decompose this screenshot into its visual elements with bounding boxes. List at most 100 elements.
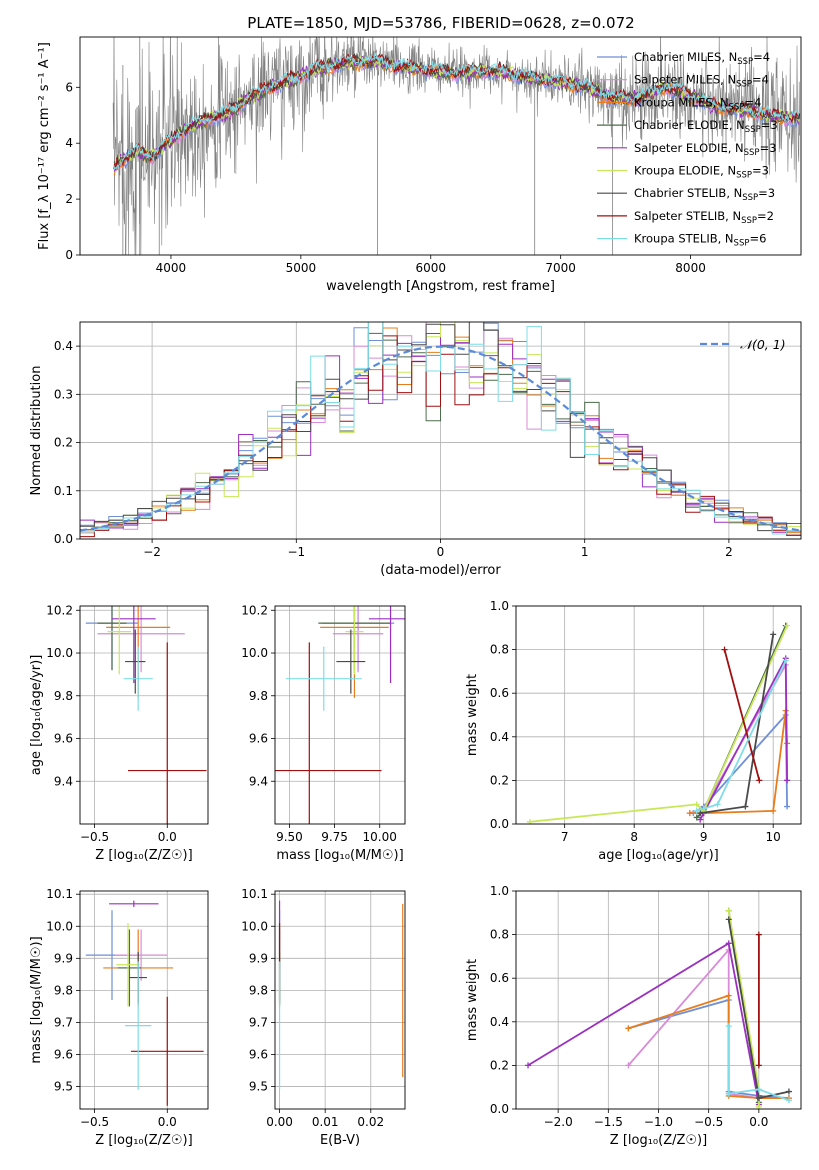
weight-marker: [782, 657, 789, 664]
x-tick-label: 4000: [156, 261, 187, 275]
weight-marker: [756, 777, 763, 784]
weight-marker: [725, 1090, 732, 1097]
weight-marker: [755, 1095, 762, 1102]
weight-marker: [725, 940, 732, 947]
y-axis-label: age [log₁₀(age/yr)]: [29, 655, 44, 776]
y-tick-label: 0.0: [490, 1102, 509, 1116]
y-tick-label: 9.8: [249, 983, 268, 997]
weight-line: [700, 634, 775, 814]
chart-residuals: −2 −1 0 1 2 0.0 0.1 0.2 0.3 0.4 (data-model)/error…: [29, 321, 802, 578]
y-tick-label: 9.6: [249, 1048, 268, 1062]
y-tick-label: 9.9: [54, 951, 73, 965]
y-tick-label: 0.2: [54, 436, 73, 450]
y-tick-label: 9.8: [249, 689, 268, 703]
legend-subscript: SSP: [729, 102, 745, 112]
x-tick-label: 10: [766, 830, 781, 844]
chart-age-vs-Z: −0.5 0.0 9.4 9.6 9.8 10.0 10.2 Z [log₁₀(Z/Z☉)] a…: [29, 603, 209, 863]
y-tick-label: 6: [65, 80, 73, 94]
x-axis-label: Z [log₁₀(Z/Z☉)]: [610, 1133, 707, 1148]
y-tick-label: 1.0: [490, 884, 509, 898]
legend-entry: Kroupa ELODIE, NSSP=3: [634, 164, 769, 181]
legend-entry: Kroupa MILES, NSSP=4: [634, 95, 761, 112]
weight-marker: [785, 1097, 792, 1104]
legend-value: =3: [760, 141, 777, 155]
weight-marker: [697, 810, 704, 817]
x-tick-label: 0.0: [749, 1115, 768, 1129]
x-tick-label: 0.0: [158, 830, 177, 844]
y-tick-label: 9.5: [54, 1080, 73, 1094]
legend-subscript: SSP: [745, 125, 761, 135]
weight-marker: [625, 1062, 632, 1069]
x-axis-label: E(B-V): [320, 1133, 360, 1148]
legend-entry: Salpeter STELIB, NSSP=2: [634, 209, 774, 226]
axes-frame: [79, 321, 802, 540]
plot-area: [275, 606, 405, 824]
y-axis-label: mass weight: [465, 674, 480, 756]
legend-value: =6: [749, 232, 766, 246]
plot-area: [278, 900, 404, 1090]
x-tick-label: 9.50: [276, 830, 303, 844]
y-tick-label: 0.6: [490, 686, 509, 700]
legend-value: =4: [752, 73, 769, 87]
y-tick-label: 0.4: [490, 1015, 509, 1029]
legend-value: =3: [761, 118, 778, 132]
weight-marker: [525, 1062, 532, 1069]
y-axis-label: mass [log₁₀(M/M☉)]: [29, 936, 44, 1063]
y-tick-label: 10.0: [46, 919, 73, 933]
y-axis-label: Flux [f_λ 10⁻¹⁷ erg cm⁻² s⁻¹ A⁻¹]: [37, 42, 52, 250]
legend-entry: 𝒩(0, 1): [740, 337, 786, 352]
y-tick-label: 0: [65, 248, 73, 262]
x-tick-label: 6000: [415, 261, 446, 275]
weight-marker: [785, 1088, 792, 1095]
legend-subscript: SSP: [736, 171, 752, 181]
x-tick-label: −1.5: [594, 1115, 623, 1129]
weight-marker: [686, 810, 693, 817]
residual-histogram: [80, 322, 801, 539]
y-tick-label: 10.0: [241, 646, 268, 660]
axes-frame: [79, 605, 209, 825]
x-axis-label: age [log₁₀(age/yr)]: [598, 848, 719, 863]
weight-marker: [725, 916, 732, 923]
x-tick-label: 10.00: [363, 830, 397, 844]
axes-frame: [274, 605, 406, 825]
y-axis-label: Normed distribution: [29, 366, 44, 496]
legend-entry: Chabrier STELIB, NSSP=3: [634, 186, 775, 203]
legend-subscript: SSP: [742, 193, 758, 203]
x-tick-label: 7: [561, 830, 569, 844]
x-axis-label: wavelength [Angstrom, rest frame]: [326, 279, 555, 294]
plot-area: [85, 606, 207, 824]
y-tick-label: 10.0: [241, 919, 268, 933]
weight-marker: [697, 816, 704, 823]
weight-marker: [770, 807, 777, 814]
weight-line: [699, 657, 788, 821]
legend-subscript: SSP: [744, 148, 760, 158]
weight-line: [727, 1026, 790, 1102]
x-axis-label: Z [log₁₀(Z/Z☉)]: [95, 848, 192, 863]
x-tick-label: 0.01: [312, 1115, 339, 1129]
x-tick-label: 9.75: [321, 830, 348, 844]
y-tick-label: 0.8: [490, 928, 509, 942]
x-tick-label: 9: [700, 830, 708, 844]
y-tick-label: 10.0: [46, 646, 73, 660]
x-tick-label: −2.0: [544, 1115, 573, 1129]
y-tick-label: 0.2: [490, 773, 509, 787]
chart-weight-vs-age: 7 8 9 10 0.0 0.2 0.4 0.6 0.8 1.0 age [log₁₀(age/yr…: [465, 599, 802, 863]
y-tick-label: 0.0: [490, 817, 509, 831]
weight-marker: [725, 992, 732, 999]
chart-mass-vs-Z: −0.5 0.0 9.5 9.6 9.7 9.8 9.9 10.0 10.1 Z [log₁₀(Z…: [29, 887, 209, 1148]
legend-value: =4: [753, 50, 770, 64]
x-tick-label: 8: [630, 830, 638, 844]
normal-curve: [80, 345, 801, 532]
y-tick-label: 9.7: [249, 1015, 268, 1029]
chart-weight-vs-Z: −2.0 −1.5 −1.0 −0.5 0.0 0.0 0.2 0.4 0.6 0.8 1.0 Z […: [465, 884, 802, 1148]
legend-value: =3: [758, 186, 775, 200]
y-tick-label: 9.6: [54, 732, 73, 746]
weight-marker: [693, 807, 700, 814]
axes-frame: [79, 890, 209, 1110]
x-axis-label: (data-model)/error: [380, 563, 501, 578]
weight-line: [696, 660, 787, 812]
y-tick-label: 10.2: [46, 603, 73, 617]
weight-marker: [770, 631, 777, 638]
figure-title: PLATE=1850, MJD=53786, FIBERID=0628, z=0…: [247, 14, 634, 32]
y-tick-label: 9.9: [249, 951, 268, 965]
